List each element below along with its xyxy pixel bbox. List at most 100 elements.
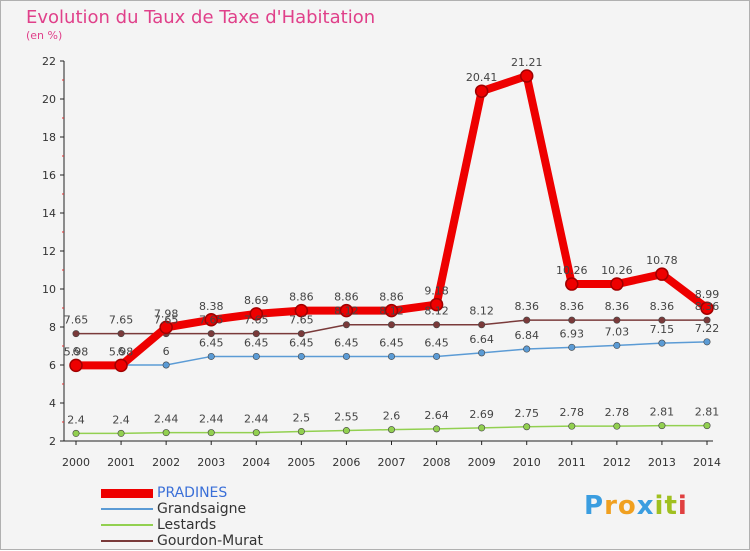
data-label: 8.36: [650, 300, 675, 313]
data-label: 7.65: [64, 314, 89, 327]
data-point: [387, 352, 395, 360]
data-point: [297, 352, 305, 360]
data-point: [565, 277, 579, 291]
legend-label: Lestards: [157, 517, 217, 533]
data-point: [429, 297, 444, 312]
brand-logo: Proxiti: [584, 491, 688, 521]
data-label: 2.4: [67, 413, 85, 426]
legend-item: PRADINES: [101, 485, 341, 501]
data-point: [658, 422, 666, 430]
y-ticks: 2 4 6 8 10 12 14 16 18 20 22: [42, 55, 64, 448]
legend-label: Gourdon-Murat: [157, 533, 263, 549]
legend-label: PRADINES: [157, 485, 228, 501]
data-point: [703, 338, 711, 346]
data-point: [658, 339, 666, 347]
data-point: [162, 429, 170, 437]
y-tick-label: 22: [42, 55, 56, 68]
x-tick-label: 2012: [603, 456, 631, 469]
data-point: [613, 316, 621, 324]
x-ticks: 2000 2001 2002 2003 2004 2005 2006 2007 2008 2009…: [62, 441, 721, 469]
data-point: [703, 422, 711, 430]
data-point: [478, 321, 486, 329]
data-point: [568, 316, 576, 324]
data-label: 6.45: [379, 336, 404, 349]
data-label: 2.81: [695, 406, 720, 419]
x-tick-label: 2003: [197, 456, 225, 469]
data-label: 7.65: [244, 314, 269, 327]
series-layer: [69, 69, 714, 437]
x-tick-label: 2008: [423, 456, 451, 469]
data-label: 6.45: [289, 336, 314, 349]
data-label: 6: [118, 345, 125, 358]
data-point: [519, 69, 534, 83]
data-label: 6.45: [199, 336, 224, 349]
data-point: [478, 349, 486, 357]
data-label: 6.64: [469, 333, 494, 346]
data-point: [523, 423, 531, 431]
y-axis-unit: (en %): [26, 29, 63, 42]
data-point: [207, 352, 215, 360]
data-point: [72, 330, 80, 338]
data-label: 10.78: [646, 254, 678, 267]
data-point: [478, 424, 486, 432]
data-label: 2.78: [605, 406, 630, 419]
data-label: 6.93: [560, 327, 585, 340]
y-tick-label: 14: [42, 207, 56, 220]
data-label: 2.44: [154, 413, 179, 426]
y-tick-label: 2: [49, 435, 56, 448]
data-label: 6.45: [424, 336, 449, 349]
data-point: [342, 352, 350, 360]
data-point: [252, 429, 260, 437]
y-tick-label: 20: [42, 93, 56, 106]
x-tick-label: 2009: [468, 456, 496, 469]
legend-swatch: [101, 540, 153, 542]
data-point: [117, 330, 125, 338]
data-label: 6.84: [514, 329, 539, 342]
data-point: [523, 345, 531, 353]
data-label: 7.03: [605, 325, 630, 338]
data-label: 2.4: [112, 413, 130, 426]
legend: PRADINES Grandsaigne Lestards Gourdon-Murat: [101, 485, 341, 549]
data-point: [297, 330, 305, 338]
data-label: 2.78: [560, 406, 585, 419]
data-label: 8.36: [560, 300, 585, 313]
y-tick-label: 8: [49, 321, 56, 334]
data-label: 2.6: [383, 410, 401, 423]
data-point: [252, 352, 260, 360]
x-tick-label: 2004: [242, 456, 270, 469]
brand-letter: t: [664, 491, 678, 521]
data-point: [387, 321, 395, 329]
x-tick-label: 2000: [62, 456, 90, 469]
data-label: 21.21: [511, 56, 543, 69]
data-label: 6.45: [334, 336, 359, 349]
data-label: 8.99: [695, 288, 720, 301]
data-label: 8.36: [695, 300, 720, 313]
data-point: [342, 321, 350, 329]
y-tick-label: 16: [42, 169, 56, 182]
brand-letter: P: [584, 491, 605, 521]
data-label: 20.41: [466, 71, 498, 84]
data-label: 10.26: [601, 264, 633, 277]
data-label: 5.98: [109, 345, 134, 358]
data-point: [610, 277, 624, 291]
x-tick-label: 2001: [107, 456, 135, 469]
legend-swatch: [101, 508, 153, 510]
data-label: 5.98: [64, 345, 89, 358]
data-point: [249, 307, 264, 321]
data-label: 8.69: [244, 294, 269, 307]
data-point: [72, 429, 80, 437]
data-label: 2.5: [293, 412, 311, 425]
data-point: [117, 429, 125, 437]
data-point: [613, 422, 621, 430]
data-label: 6.45: [244, 336, 269, 349]
data-label: 2.64: [424, 409, 449, 422]
data-label: 8.86: [379, 291, 404, 304]
y-tick-label: 12: [42, 245, 56, 258]
data-label: 8.86: [289, 291, 314, 304]
legend-item: Grandsaigne: [101, 501, 341, 517]
data-label: 2.44: [199, 413, 224, 426]
data-label: 7.65: [289, 314, 314, 327]
x-tick-label: 2011: [558, 456, 586, 469]
data-label: 8.12: [424, 305, 449, 318]
